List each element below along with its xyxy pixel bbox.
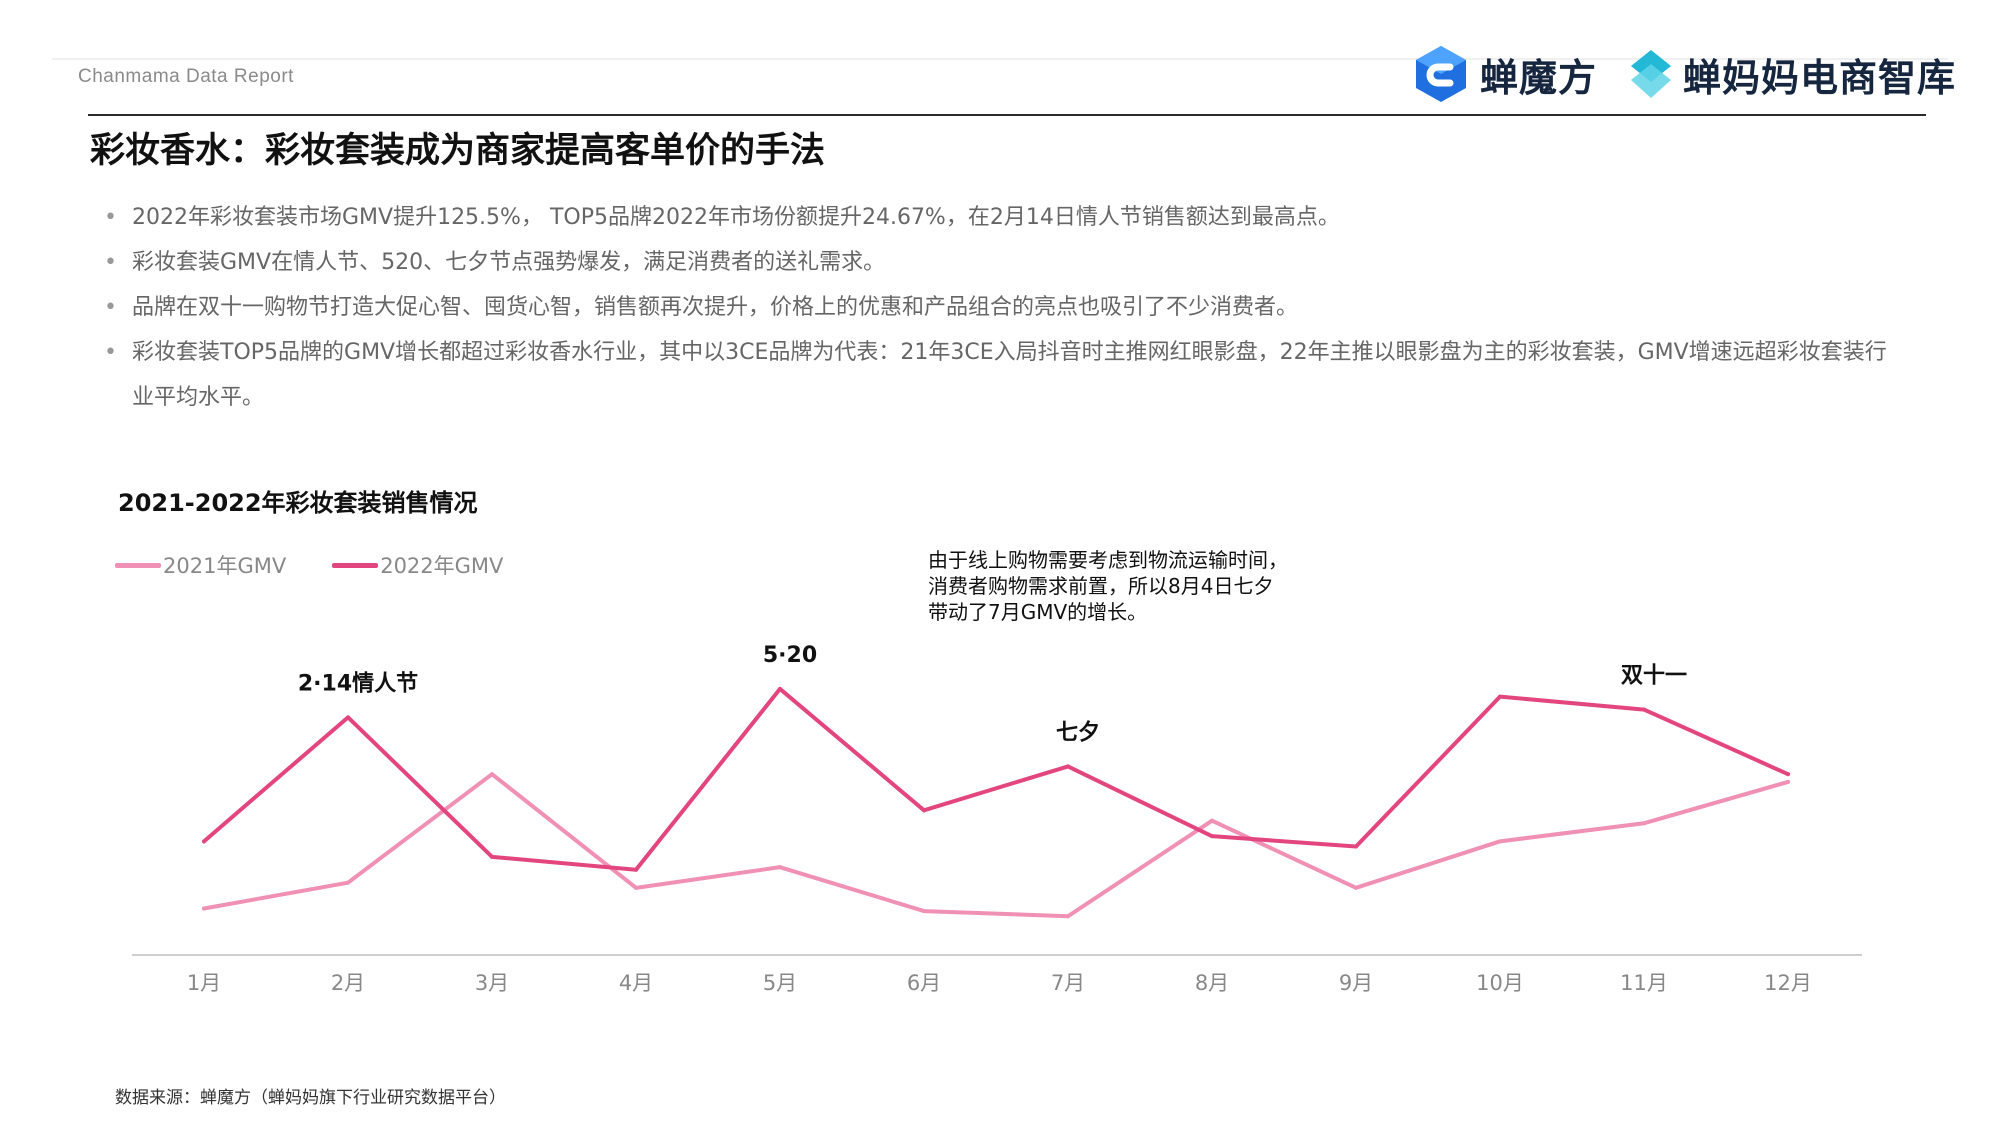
x-tick-label: 11月 (1620, 971, 1668, 995)
x-tick-label: 1月 (187, 971, 221, 995)
data-point (1786, 779, 1790, 784)
data-point (1498, 839, 1502, 844)
chart-note-line: 由于线上购物需要考虑到物流运输时间， (928, 548, 1288, 572)
chart-legend: 2021年GMV 2022年GMV (115, 550, 549, 580)
x-tick-label: 4月 (619, 971, 653, 995)
x-tick-label: 12月 (1764, 971, 1812, 995)
legend-label-2022: 2022年GMV (380, 554, 504, 578)
legend-swatch-2022 (332, 562, 379, 568)
data-point (634, 867, 638, 872)
chanmofang-logo: 蝉魔方 (1410, 43, 1597, 105)
x-tick-label: 8月 (1195, 971, 1229, 995)
data-point (1210, 834, 1214, 839)
chanmofang-logo-icon (1416, 46, 1466, 102)
legend-item-2022: 2022年GMV (332, 550, 503, 580)
data-point (490, 854, 494, 859)
data-point (778, 865, 782, 870)
x-tick-label: 10月 (1476, 971, 1524, 995)
data-point (634, 885, 638, 890)
bullet-item: 彩妆套装GMV在情人节、520、七夕节点强势爆发，满足消费者的送礼需求。 (100, 240, 1900, 285)
chart-annotation: 七夕 (1056, 719, 1100, 745)
data-point (1354, 885, 1358, 890)
x-tick-label: 9月 (1339, 971, 1373, 995)
bullet-list: 2022年彩妆套装市场GMV提升125.5%， TOP5品牌2022年市场份额提… (100, 195, 1900, 420)
chanmofang-logo-text: 蝉魔方 (1480, 55, 1598, 100)
legend-label-2021: 2021年GMV (163, 554, 287, 578)
x-tick-label: 2月 (331, 971, 365, 995)
header-divider (88, 114, 1926, 116)
data-point (202, 839, 206, 844)
chart-annotation: 5·20 (763, 643, 817, 668)
bullet-item: 品牌在双十一购物节打造大促心智、囤货心智，销售额再次提升，价格上的优惠和产品组合… (100, 285, 1900, 330)
logo-group: 蝉魔方 蝉妈妈电商智库 (1410, 40, 1956, 108)
top-divider (52, 58, 1948, 60)
data-point (346, 715, 350, 720)
data-point (346, 880, 350, 885)
data-point (202, 906, 206, 911)
series-line-1 (202, 686, 1790, 872)
chart-note-line: 消费者购物需求前置，所以8月4日七夕 (928, 574, 1274, 598)
data-point (778, 686, 782, 691)
legend-swatch-2021 (115, 562, 161, 568)
data-point (922, 808, 926, 813)
x-tick-label: 5月 (763, 971, 797, 995)
page-title: 彩妆香水：彩妆套装成为商家提高客单价的手法 (90, 131, 826, 171)
chart-annotation: 双十一 (1621, 664, 1687, 689)
data-point (1210, 818, 1214, 823)
data-point (1642, 821, 1646, 826)
data-point (922, 909, 926, 914)
data-source: 数据来源：蝉魔方（蝉妈妈旗下行业研究数据平台） (115, 1088, 506, 1108)
series-line-0 (202, 772, 1790, 919)
bullet-item: 2022年彩妆套装市场GMV提升125.5%， TOP5品牌2022年市场份额提… (100, 195, 1900, 240)
x-tick-label: 7月 (1051, 971, 1085, 995)
chanmama-logo-icon (1631, 50, 1672, 98)
legend-item-2021: 2021年GMV (115, 550, 286, 580)
data-point (1066, 764, 1070, 769)
chanmama-logo: 蝉妈妈电商智库 (1627, 46, 1956, 102)
report-label: Chanmama Data Report (78, 66, 294, 87)
x-tick-label: 6月 (907, 971, 941, 995)
chanmama-logo-text: 蝉妈妈电商智库 (1683, 55, 1957, 100)
data-point (1498, 694, 1502, 699)
chart-note-line: 带动了7月GMV的增长。 (928, 600, 1148, 624)
chart-title: 2021-2022年彩妆套装销售情况 (118, 489, 478, 517)
chart-note: 由于线上购物需要考虑到物流运输时间， 消费者购物需求前置，所以8月4日七夕 带动… (928, 547, 1368, 625)
data-point (490, 772, 494, 777)
data-point (1066, 914, 1070, 919)
x-tick-label: 3月 (475, 971, 509, 995)
data-point (1786, 772, 1790, 777)
bullet-item: 彩妆套装TOP5品牌的GMV增长都超过彩妆香水行业，其中以3CE品牌为代表：21… (100, 330, 1900, 420)
chart-annotation: 2·14情人节 (298, 670, 418, 696)
data-point (1354, 844, 1358, 849)
data-point (1642, 707, 1646, 712)
